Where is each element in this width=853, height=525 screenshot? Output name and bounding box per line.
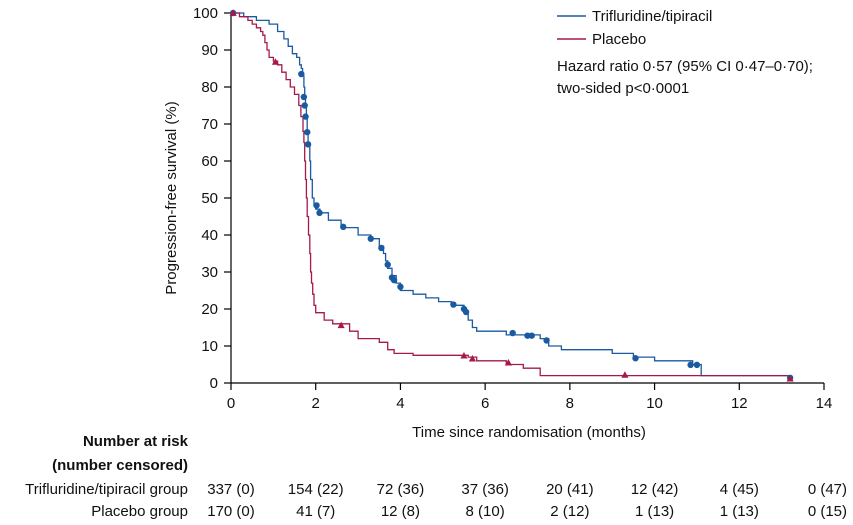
risk-values: 337 (0) 154 (22) 72 (36) 37 (36) 20 (41) 12 (… xyxy=(207,481,847,520)
risk-row-label-placebo: Placebo group xyxy=(91,503,188,520)
censor-marker-trifluridine xyxy=(632,355,639,362)
risk-value-placebo: 0 (15) xyxy=(808,503,847,520)
risk-value-trifluridine: 4 (45) xyxy=(720,481,759,498)
y-tick-label: 30 xyxy=(201,264,218,281)
censor-marker-placebo xyxy=(468,354,477,362)
x-axis-title: Time since randomisation (months) xyxy=(412,424,646,441)
x-tick-label: 10 xyxy=(646,395,663,412)
censor-marker-placebo xyxy=(504,359,513,366)
censor-marker-placebo xyxy=(621,371,629,378)
curve-trifluridine xyxy=(231,12,791,380)
axes: 0 10 20 30 40 50 60 70 80 90 100 0 2 4 6 8 10 12 14 xyxy=(193,5,832,412)
legend: Trifluridine/tipiracil Placebo xyxy=(557,8,712,48)
risk-value-trifluridine: 337 (0) xyxy=(207,481,255,498)
legend-label-placebo: Placebo xyxy=(592,31,646,48)
censor-marker-trifluridine xyxy=(304,141,312,148)
risk-value-trifluridine: 20 (41) xyxy=(546,481,594,498)
risk-value-placebo: 12 (8) xyxy=(381,503,420,520)
x-tick-label: 4 xyxy=(396,395,404,412)
risk-value-placebo: 1 (13) xyxy=(720,503,759,520)
y-tick-label: 70 xyxy=(201,116,218,133)
censor-marker-trifluridine xyxy=(340,223,347,231)
risk-value-trifluridine: 37 (36) xyxy=(461,481,509,498)
y-tick-label: 50 xyxy=(201,190,218,207)
censor-marker-trifluridine xyxy=(302,113,309,120)
y-tick-label: 20 xyxy=(201,301,218,318)
censor-marker-placebo xyxy=(337,321,345,329)
censor-marker-trifluridine xyxy=(693,361,701,369)
y-tick-label: 0 xyxy=(210,375,218,392)
risk-value-placebo: 1 (13) xyxy=(635,503,674,520)
y-tick-label: 100 xyxy=(193,5,218,22)
censor-marker-trifluridine xyxy=(687,361,694,369)
risk-value-trifluridine: 12 (42) xyxy=(631,481,679,498)
y-tick-label: 60 xyxy=(201,153,218,170)
x-tick-label: 12 xyxy=(731,395,748,412)
y-tick-label: 40 xyxy=(201,227,218,244)
censor-marker-trifluridine xyxy=(298,70,305,78)
censor-marker-trifluridine xyxy=(397,283,404,290)
censor-marker-trifluridine xyxy=(509,329,516,337)
x-tick-label: 6 xyxy=(481,395,489,412)
y-axis-title: Progression-free survival (%) xyxy=(163,101,180,294)
censor-marker-placebo xyxy=(460,352,468,359)
censor-marker-trifluridine xyxy=(367,235,374,242)
risk-table-subtitle: (number censored) xyxy=(52,457,188,474)
p-value-annotation: two-sided p<0·0001 xyxy=(557,80,689,97)
censor-marker-trifluridine xyxy=(300,93,308,101)
censor-marker-trifluridine xyxy=(450,301,457,308)
x-tick-label: 8 xyxy=(566,395,574,412)
censor-marker-placebo xyxy=(786,374,794,382)
censor-marker-trifluridine xyxy=(462,308,470,316)
censor-marker-trifluridine xyxy=(304,128,311,136)
censor-marker-trifluridine xyxy=(301,102,308,109)
censor-marker-trifluridine xyxy=(390,276,398,284)
y-tick-label: 80 xyxy=(201,79,218,96)
censor-marker-trifluridine xyxy=(543,337,550,344)
legend-label-trifluridine: Trifluridine/tipiracil xyxy=(592,8,712,25)
censor-marker-trifluridine xyxy=(378,244,385,252)
censor-markers xyxy=(229,9,794,382)
y-tick-label: 90 xyxy=(201,42,218,59)
censor-marker-trifluridine xyxy=(316,209,323,216)
risk-table-title: Number at risk xyxy=(83,433,189,450)
risk-row-label-trifluridine: Trifluridine/tipiracil group xyxy=(25,481,188,498)
curves xyxy=(231,12,791,380)
hazard-ratio-annotation: Hazard ratio 0·57 (95% CI 0·47–0·70); xyxy=(557,58,813,75)
censor-marker-trifluridine xyxy=(313,202,320,209)
censor-marker-placebo xyxy=(271,58,280,65)
x-tick-label: 0 xyxy=(227,395,235,412)
censor-marker-placebo xyxy=(229,9,237,16)
censor-marker-trifluridine xyxy=(384,261,391,268)
risk-value-trifluridine: 0 (47) xyxy=(808,481,847,498)
risk-value-trifluridine: 72 (36) xyxy=(377,481,425,498)
x-tick-label: 2 xyxy=(312,395,320,412)
y-tick-label: 10 xyxy=(201,338,218,355)
risk-value-placebo: 2 (12) xyxy=(550,503,589,520)
curve-placebo xyxy=(231,12,791,380)
risk-table: Number at risk (number censored) Triflur… xyxy=(25,433,847,520)
risk-value-trifluridine: 154 (22) xyxy=(288,481,344,498)
risk-value-placebo: 41 (7) xyxy=(296,503,335,520)
x-tick-label: 14 xyxy=(816,395,833,412)
risk-value-placebo: 170 (0) xyxy=(207,503,255,520)
risk-value-placebo: 8 (10) xyxy=(466,503,505,520)
censor-marker-trifluridine xyxy=(528,332,535,339)
